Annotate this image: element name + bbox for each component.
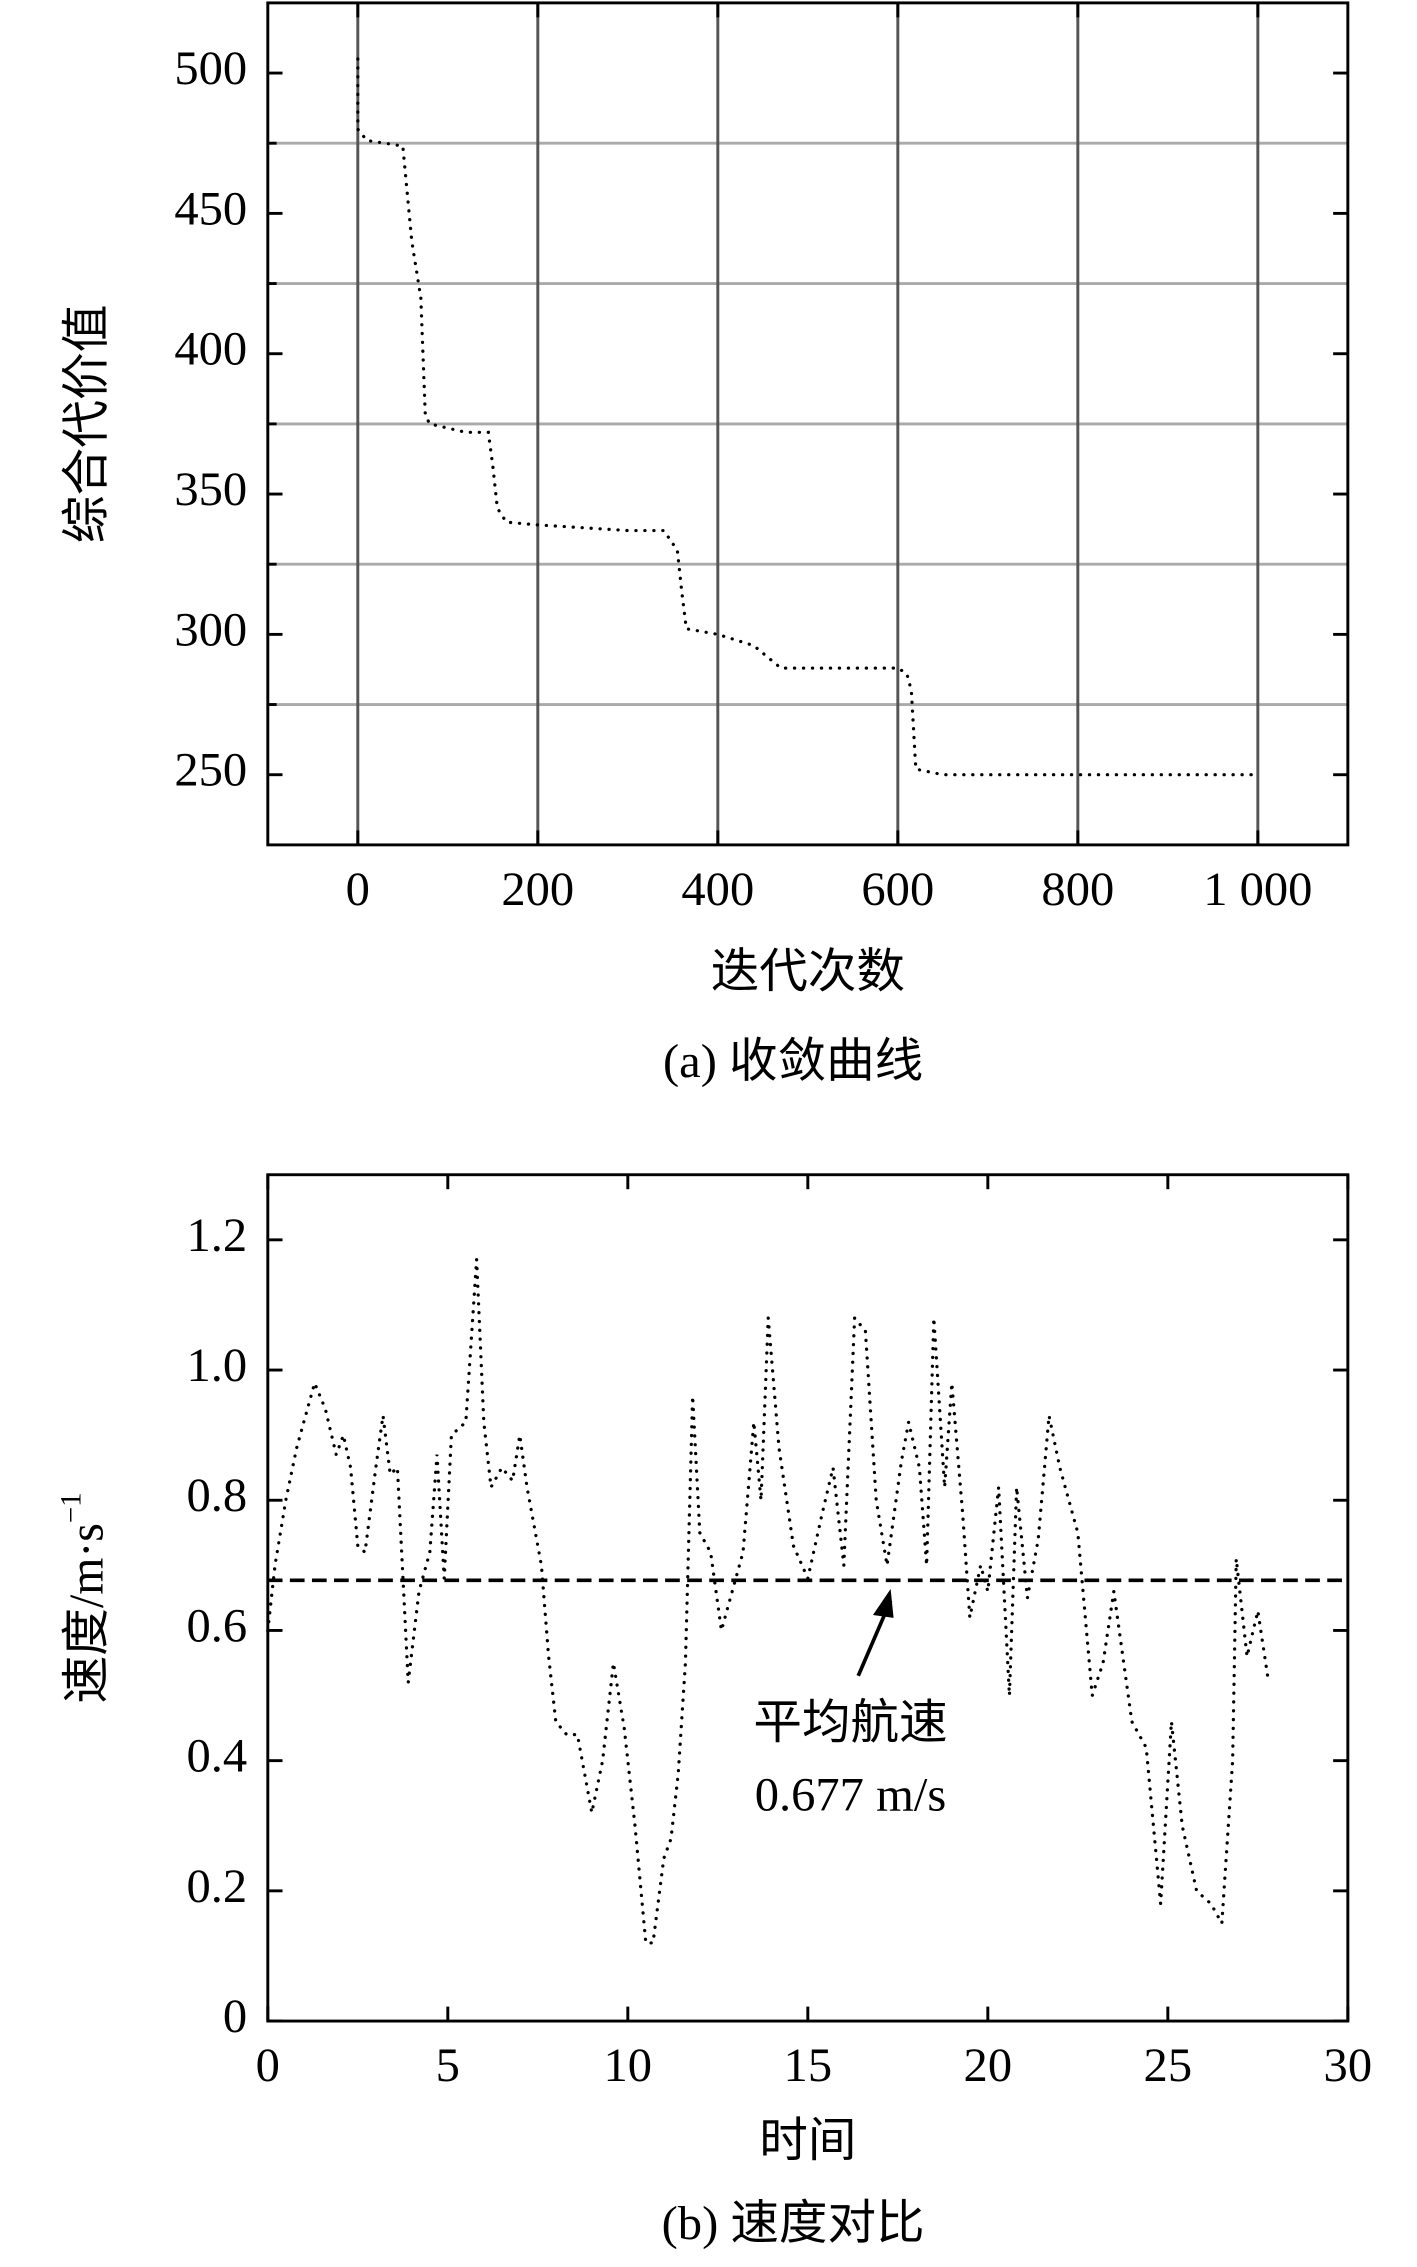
y-axis-label-text: 综合代价值 — [60, 305, 113, 544]
y-tick-label: 300 — [174, 604, 247, 657]
x-tick-label: 20 — [964, 2040, 1013, 2093]
x-axis-label: 时间 — [759, 2115, 856, 2168]
data-line — [356, 57, 1260, 777]
x-axis-label: 迭代次数 — [711, 946, 905, 999]
y-tick-label: 500 — [174, 42, 247, 95]
x-tick-label: 800 — [1041, 863, 1114, 916]
caption: (b) 速度对比 — [662, 2197, 925, 2250]
x-tick-label: 600 — [861, 863, 934, 916]
y-tick-label: 1.2 — [187, 1209, 248, 1262]
y-axis-label: 速度/m·s−1 — [55, 1492, 113, 1703]
y-tick-label: 0.8 — [187, 1470, 248, 1523]
y-tick-label: 0.6 — [187, 1600, 248, 1653]
x-tick-label: 10 — [604, 2040, 653, 2093]
y-axis-label-sup: −1 — [55, 1492, 87, 1523]
x-tick-label: 25 — [1144, 2040, 1193, 2093]
plot-frame — [266, 1173, 1350, 2023]
y-tick-label: 450 — [174, 183, 247, 236]
annotation: 平均航速 — [753, 1697, 947, 1750]
x-tick-label: 0 — [346, 863, 370, 916]
y-tick-label: 0.2 — [187, 1860, 248, 1913]
y-tick-label: 1.0 — [187, 1339, 248, 1392]
x-tick-label: 5 — [436, 2040, 460, 2093]
x-tick-label: 0 — [256, 2040, 280, 2093]
y-tick-label: 250 — [174, 744, 247, 797]
annotation-arrowhead — [872, 1588, 894, 1618]
y-tick-label: 400 — [174, 323, 247, 376]
annotation: 0.677 m/s — [755, 1769, 947, 1822]
y-tick-label: 0.4 — [187, 1730, 248, 1783]
y-axis-label-text: 速度/m·s — [60, 1523, 113, 1703]
y-tick-label: 0 — [223, 1990, 247, 2043]
caption: (a) 收敛曲线 — [663, 1036, 923, 1089]
x-tick-label: 200 — [501, 863, 574, 916]
x-tick-label: 1 000 — [1203, 863, 1312, 916]
y-tick-label: 350 — [174, 463, 247, 516]
x-tick-label: 400 — [681, 863, 754, 916]
y-axis-label: 综合代价值 — [60, 305, 113, 544]
x-tick-label: 15 — [784, 2040, 833, 2093]
data-line — [266, 1259, 1271, 1945]
x-tick-label: 30 — [1324, 2040, 1373, 2093]
